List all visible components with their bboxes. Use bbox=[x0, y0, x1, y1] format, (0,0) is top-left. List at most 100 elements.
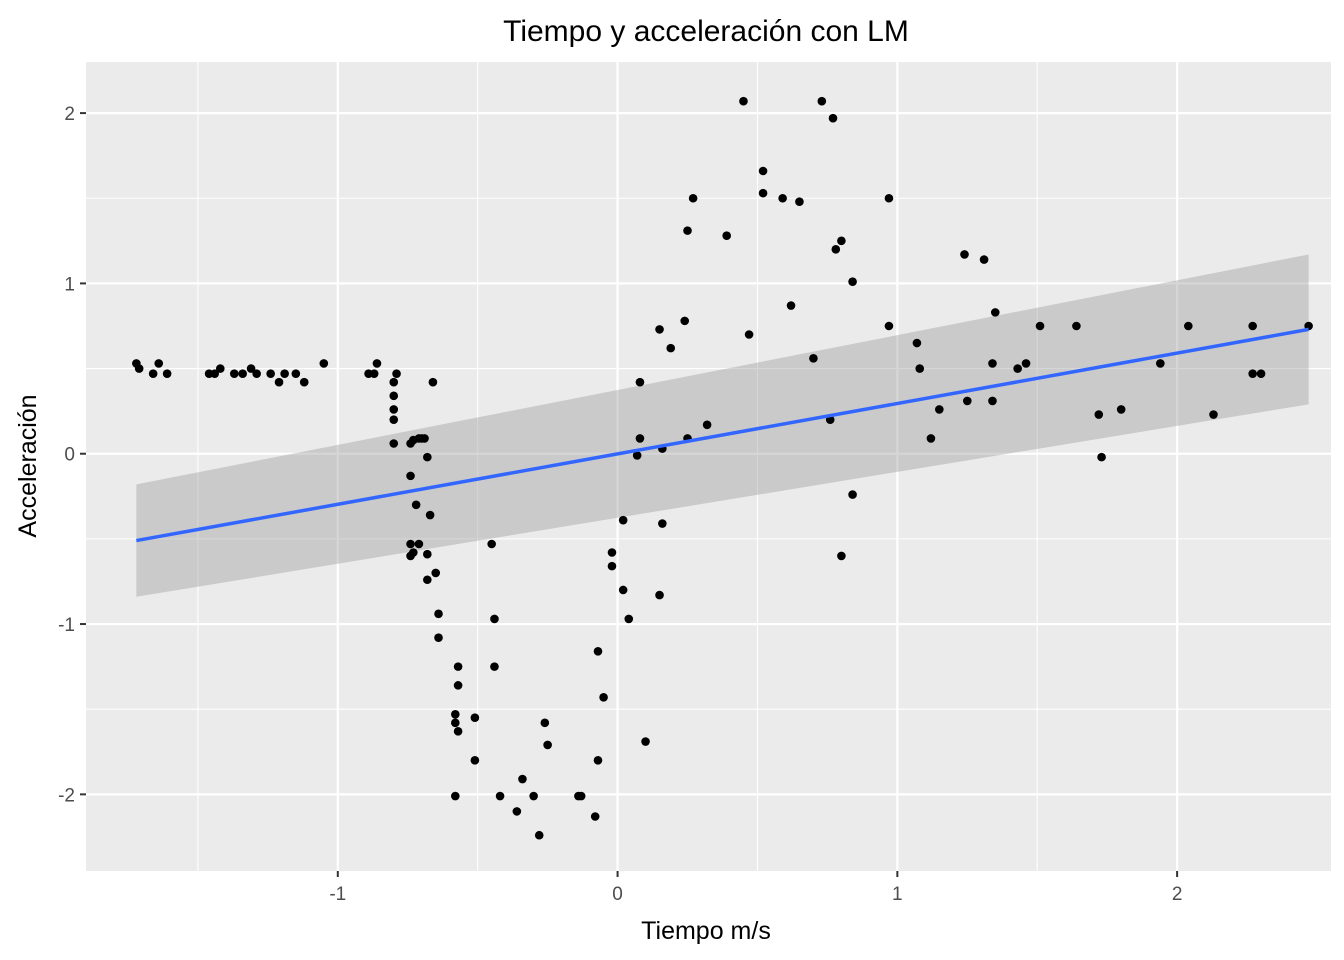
y-axis: -2 -1 0 1 2 bbox=[58, 104, 86, 806]
data-point bbox=[1248, 369, 1257, 378]
data-point bbox=[215, 364, 225, 373]
data-point bbox=[635, 434, 645, 443]
x-axis: -1 0 1 2 bbox=[329, 871, 1182, 905]
data-point bbox=[758, 188, 768, 198]
data-point bbox=[593, 646, 603, 656]
data-point bbox=[148, 369, 158, 378]
data-point bbox=[593, 755, 603, 765]
data-point bbox=[162, 369, 172, 378]
data-point bbox=[392, 369, 401, 378]
y-tick-label: 1 bbox=[64, 274, 75, 295]
data-point bbox=[848, 277, 857, 287]
major-gridlines bbox=[86, 62, 1331, 871]
data-point bbox=[291, 369, 301, 378]
data-point bbox=[534, 830, 544, 840]
y-tick-label: -2 bbox=[58, 785, 75, 806]
data-point bbox=[1021, 359, 1031, 368]
data-point bbox=[1094, 410, 1104, 419]
data-point bbox=[229, 369, 239, 378]
data-point bbox=[453, 727, 463, 736]
data-point bbox=[658, 519, 667, 528]
chart-title: Tiempo y acceleración con LM bbox=[503, 15, 909, 48]
data-point bbox=[420, 434, 429, 443]
data-point bbox=[1256, 369, 1266, 378]
data-point bbox=[758, 166, 768, 176]
y-axis-title: Acceleración bbox=[14, 394, 42, 537]
data-point bbox=[434, 633, 443, 642]
data-point bbox=[389, 439, 399, 448]
data-point bbox=[632, 451, 642, 460]
data-point bbox=[470, 713, 480, 723]
data-point bbox=[837, 236, 846, 246]
data-point bbox=[451, 718, 460, 728]
data-point bbox=[988, 359, 997, 368]
data-point bbox=[453, 681, 463, 690]
data-point bbox=[423, 549, 432, 559]
data-point bbox=[590, 812, 600, 821]
data-point bbox=[490, 614, 499, 624]
data-point bbox=[884, 193, 894, 203]
data-point bbox=[389, 377, 399, 387]
data-point bbox=[926, 434, 936, 443]
x-tick-label: 2 bbox=[1172, 884, 1183, 905]
data-point bbox=[411, 500, 421, 510]
data-point bbox=[599, 692, 608, 702]
data-point bbox=[739, 96, 748, 106]
data-point bbox=[423, 575, 432, 585]
data-point bbox=[655, 590, 664, 600]
data-point bbox=[451, 791, 460, 801]
data-point bbox=[641, 737, 650, 746]
data-point bbox=[831, 245, 841, 254]
data-point bbox=[848, 490, 857, 499]
data-point bbox=[809, 354, 818, 363]
data-point bbox=[680, 316, 690, 326]
data-point bbox=[817, 96, 827, 106]
data-point bbox=[210, 369, 219, 378]
data-point bbox=[406, 471, 415, 481]
data-point bbox=[431, 568, 441, 578]
data-point bbox=[1248, 321, 1257, 331]
data-point bbox=[618, 515, 628, 525]
data-point bbox=[134, 364, 144, 373]
data-point bbox=[655, 325, 664, 334]
data-point bbox=[266, 369, 275, 378]
data-point bbox=[389, 415, 399, 424]
data-point bbox=[1035, 321, 1045, 331]
data-point bbox=[576, 791, 586, 801]
data-point bbox=[683, 226, 692, 235]
data-point bbox=[990, 308, 1000, 317]
data-point bbox=[470, 755, 480, 765]
data-point bbox=[246, 364, 256, 373]
x-tick-label: 1 bbox=[892, 884, 903, 905]
data-point bbox=[372, 359, 382, 368]
data-point bbox=[406, 539, 415, 549]
data-point bbox=[252, 369, 261, 378]
data-point bbox=[912, 338, 922, 348]
data-point bbox=[607, 548, 617, 557]
data-point bbox=[915, 364, 925, 373]
data-point bbox=[607, 561, 617, 571]
lm-line bbox=[136, 327, 1309, 543]
data-point bbox=[1097, 452, 1106, 462]
data-point bbox=[688, 193, 698, 203]
data-point bbox=[795, 197, 804, 206]
minor-gridlines bbox=[86, 62, 1331, 871]
x-tick-label: -1 bbox=[329, 884, 346, 905]
x-tick-label: 0 bbox=[612, 884, 623, 905]
data-point bbox=[979, 255, 989, 264]
data-point bbox=[1072, 321, 1081, 331]
y-tick-label: -1 bbox=[58, 615, 75, 636]
data-point bbox=[1013, 364, 1022, 373]
data-point bbox=[624, 614, 634, 624]
data-point bbox=[274, 377, 284, 387]
data-point bbox=[425, 510, 435, 520]
data-point bbox=[635, 377, 645, 387]
data-points bbox=[132, 96, 1313, 840]
data-point bbox=[453, 662, 463, 671]
data-point bbox=[962, 396, 972, 406]
data-point bbox=[451, 710, 460, 719]
data-point bbox=[786, 301, 796, 310]
data-point bbox=[702, 420, 712, 430]
data-point bbox=[1184, 321, 1193, 331]
